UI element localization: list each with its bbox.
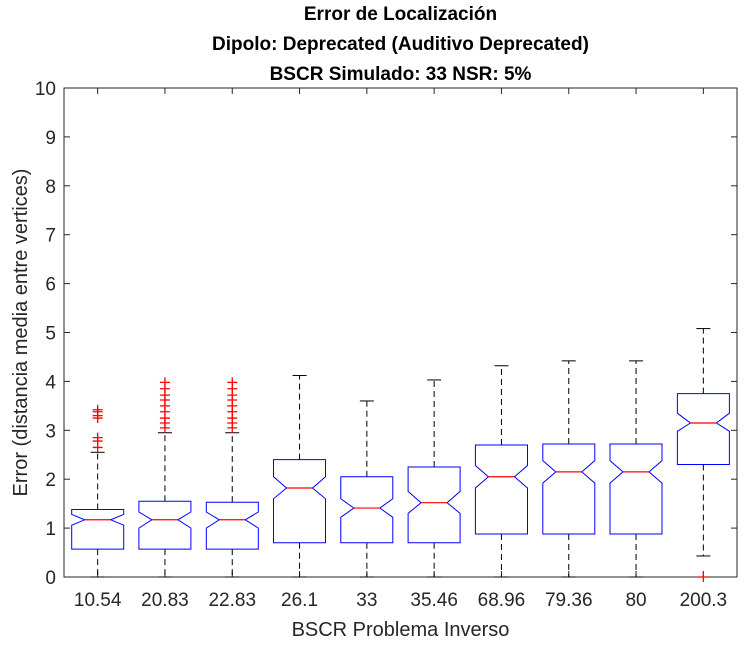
chart-title: Error de Localización Dipolo: Deprecated…: [212, 4, 589, 85]
box-1: [71, 404, 125, 578]
outlier-marker: [159, 377, 170, 388]
y-tick-label: 7: [45, 226, 56, 247]
notched-box: [609, 443, 663, 535]
plot-area: [63, 87, 738, 578]
x-tick-label: 200.3: [680, 590, 728, 611]
notched-box: [273, 459, 326, 544]
chart-title-line-1: Error de Localización: [304, 4, 497, 25]
y-tick-label: 0: [45, 568, 56, 589]
box-3: [205, 377, 259, 578]
chart-title-line-2: Dipolo: Deprecated (Auditivo Deprecated): [212, 34, 589, 55]
box-8: [542, 360, 596, 578]
notched-box: [474, 444, 528, 535]
notched-box: [205, 501, 259, 550]
box-4: [273, 375, 326, 578]
y-tick-label: 6: [45, 275, 56, 296]
x-tick-label: 10.54: [74, 590, 122, 611]
x-tick-label: 79.36: [545, 590, 593, 611]
x-tick-label: 35.46: [410, 590, 458, 611]
notched-box: [138, 500, 192, 550]
y-axis-ticks: 0 1 2 3 4 5 6 7 8 9 10: [35, 79, 737, 589]
y-axis-label: Error (distancia media entre vertices): [10, 169, 32, 497]
x-tick-label: 68.96: [478, 590, 526, 611]
notched-box: [407, 466, 461, 544]
x-tick-label: 33: [356, 590, 377, 611]
x-tick-label: 20.83: [141, 590, 189, 611]
x-tick-label: 22.83: [208, 590, 256, 611]
y-tick-label: 9: [45, 128, 56, 149]
x-axis-label: BSCR Problema Inverso: [292, 619, 510, 640]
notched-box: [542, 443, 596, 535]
outlier-marker: [92, 404, 103, 415]
y-tick-label: 2: [45, 470, 56, 491]
y-tick-label: 10: [35, 79, 56, 100]
y-tick-label: 5: [45, 324, 56, 345]
outlier-marker: [92, 432, 103, 443]
box-10: [676, 328, 730, 582]
x-tick-label: 26.1: [281, 590, 318, 611]
notched-box: [676, 393, 730, 465]
x-tick-label: 80: [625, 590, 646, 611]
x-axis-ticks: 10.54 20.83 22.83 26.1 33 35.46 68.96 79.36 80 20…: [74, 88, 727, 611]
box-6: [407, 379, 461, 578]
box-9: [609, 360, 663, 578]
outlier-marker: [227, 377, 238, 388]
box-2: [138, 377, 192, 578]
box-5: [340, 400, 394, 578]
y-tick-label: 1: [45, 519, 56, 540]
chart-title-line-3: BSCR Simulado: 33 NSR: 5%: [270, 64, 532, 85]
y-tick-label: 4: [45, 372, 56, 393]
notched-box: [71, 509, 125, 550]
notched-box: [340, 476, 394, 544]
box-7: [474, 365, 528, 578]
y-tick-label: 3: [45, 421, 56, 442]
y-tick-label: 8: [45, 177, 56, 198]
outlier-marker: [698, 572, 709, 582]
box-series: [71, 328, 730, 582]
